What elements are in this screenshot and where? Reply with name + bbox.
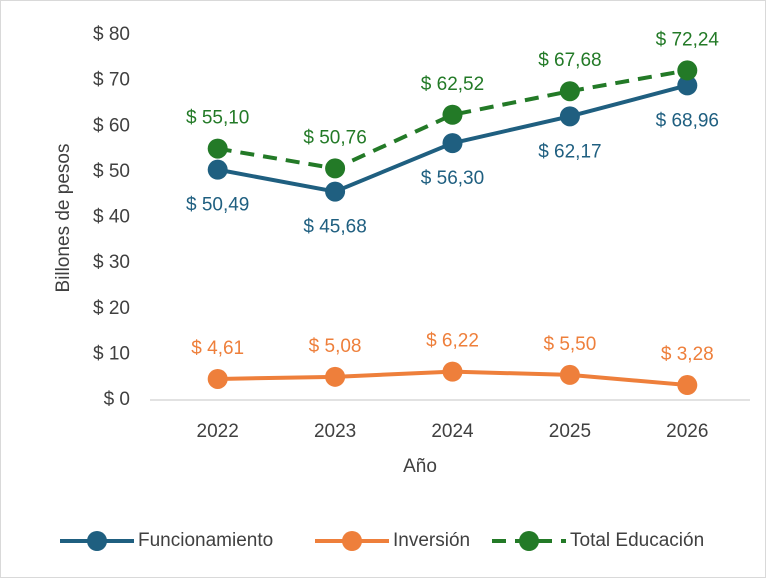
data-label: $ 6,22 (426, 331, 479, 352)
y-axis-title: Billones de pesos (53, 144, 74, 293)
data-point (559, 106, 580, 127)
y-tick-label: $ 0 (104, 389, 130, 410)
data-label: $ 67,68 (538, 50, 601, 71)
data-label: $ 45,68 (303, 217, 366, 238)
data-label: $ 3,28 (661, 344, 714, 365)
data-point (442, 361, 463, 382)
legend-label: Funcionamiento (138, 530, 273, 551)
y-tick-label: $ 70 (93, 70, 130, 91)
data-point (677, 75, 698, 96)
y-tick-label: $ 80 (93, 24, 130, 45)
y-tick-label: $ 40 (93, 207, 130, 228)
data-label: $ 4,61 (191, 338, 244, 359)
x-axis-title: Año (403, 456, 437, 477)
x-tick-label: 2022 (197, 421, 239, 442)
data-point (325, 181, 346, 202)
y-tick-label: $ 10 (93, 343, 130, 364)
data-point (325, 366, 346, 387)
legend-label: Total Educación (570, 530, 704, 551)
data-label: $ 62,17 (538, 141, 601, 162)
data-label: $ 62,52 (421, 74, 484, 95)
y-tick-label: $ 20 (93, 298, 130, 319)
data-label: $ 55,10 (186, 108, 249, 129)
series-line (217, 68, 688, 171)
data-point (207, 138, 228, 159)
data-point (677, 375, 698, 396)
data-point (442, 133, 463, 154)
data-point (207, 159, 228, 180)
x-tick-label: 2025 (549, 421, 591, 442)
x-tick-label: 2023 (314, 421, 356, 442)
x-tick-label: 2024 (431, 421, 474, 442)
data-point (677, 60, 698, 81)
legend-label: Inversión (393, 530, 470, 551)
y-tick-label: $ 50 (93, 161, 130, 182)
data-label: $ 72,24 (656, 29, 720, 50)
data-point (325, 158, 346, 179)
x-tick-label: 2026 (666, 421, 708, 442)
y-tick-label: $ 60 (93, 115, 130, 136)
data-point (207, 368, 228, 389)
data-label: $ 50,76 (303, 127, 366, 148)
data-label: $ 5,50 (543, 334, 596, 355)
y-tick-label: $ 30 (93, 252, 130, 273)
legend-marker (342, 531, 362, 551)
data-point (559, 81, 580, 102)
data-label: $ 5,08 (309, 336, 362, 357)
data-label: $ 68,96 (656, 110, 719, 131)
legend-marker (519, 531, 539, 551)
data-label: $ 50,49 (186, 195, 249, 216)
data-point (442, 104, 463, 125)
legend-marker (87, 531, 107, 551)
data-label: $ 56,30 (421, 168, 484, 189)
data-point (559, 364, 580, 385)
